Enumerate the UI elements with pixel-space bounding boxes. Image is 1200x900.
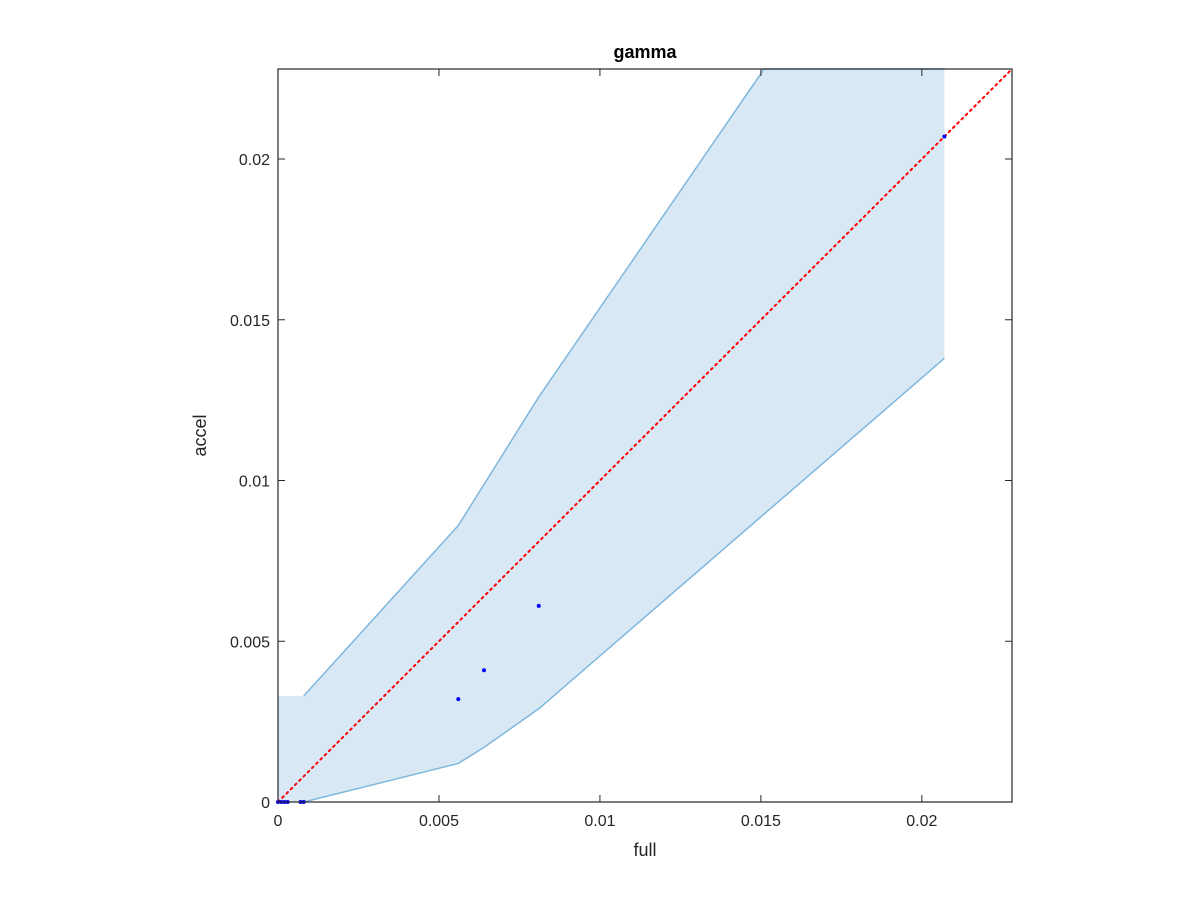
x-tick-label: 0.01	[584, 813, 615, 830]
chart-title: gamma	[613, 42, 677, 62]
y-tick-label: 0.005	[230, 634, 270, 651]
plot-area-frame	[277, 68, 1013, 803]
data-points-group	[276, 134, 947, 804]
axis-ticks-group: 0 0.005 0.01 0.015 0.02 0 0.005 0.01 0.015 0.02	[230, 69, 1012, 830]
data-point	[942, 134, 947, 139]
data-point	[456, 697, 461, 702]
y-tick-label: 0.02	[239, 152, 270, 169]
band-lower-edge	[303, 357, 945, 803]
x-tick-label: 0.005	[419, 813, 459, 830]
x-tick-label: 0.015	[741, 813, 781, 830]
identity-line-group	[277, 68, 1013, 803]
x-tick-label: 0.02	[906, 813, 937, 830]
y-tick-label: 0.015	[230, 313, 270, 330]
data-point	[536, 603, 541, 608]
y-tick-label: 0	[261, 795, 270, 812]
identity-reference-line	[277, 68, 1013, 803]
x-axis-label: full	[633, 840, 656, 860]
x-tick-label: 0	[274, 813, 283, 830]
data-point	[482, 668, 487, 673]
y-tick-label: 0.01	[239, 474, 270, 491]
confidence-band-group	[278, 68, 945, 803]
y-axis-label: accel	[190, 414, 210, 456]
confidence-band-area	[278, 69, 945, 802]
